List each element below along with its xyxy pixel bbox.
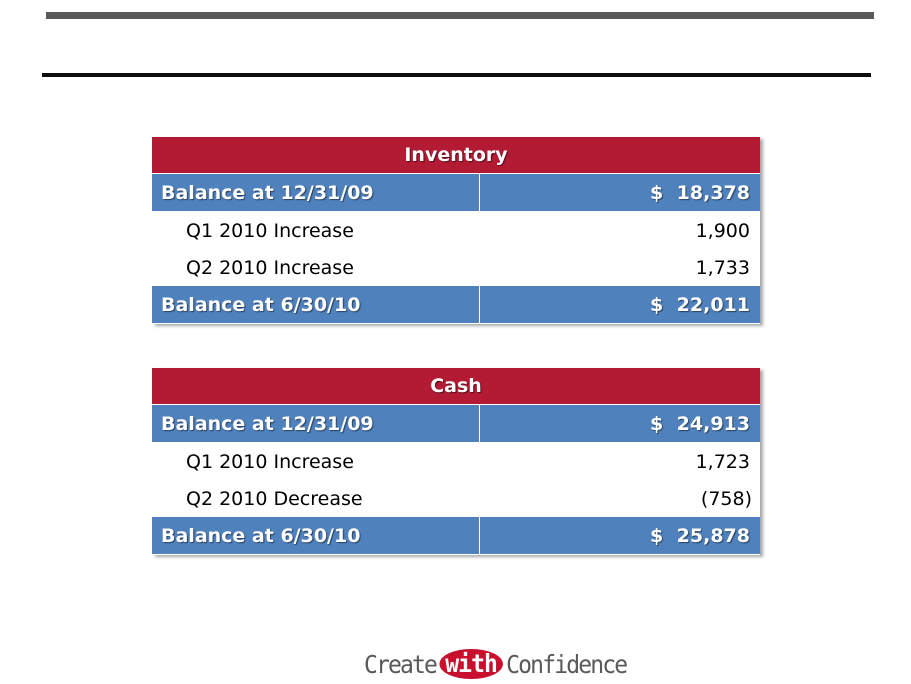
row-value: 1,733 [479, 249, 760, 286]
currency-symbol: $ [650, 412, 664, 435]
row-label: Q2 2010 Decrease [152, 480, 480, 517]
currency-symbol: $ [650, 293, 664, 316]
table-header-row: Cash [152, 368, 760, 405]
row-value: (758) [479, 480, 760, 517]
row-label: Balance at 12/31/09 [152, 173, 480, 212]
row-value: 1,723 [479, 442, 760, 480]
currency-symbol: $ [650, 181, 664, 204]
closing-balance-row: Balance at 6/30/10 $25,878 [152, 517, 760, 555]
row-value: $18,378 [479, 173, 760, 212]
opening-balance-row: Balance at 12/31/09 $18,378 [152, 173, 760, 212]
inventory-table: Inventory Balance at 12/31/09 $18,378 Q1… [152, 137, 760, 324]
row-value: $22,011 [479, 286, 760, 324]
row-label: Balance at 6/30/10 [152, 517, 480, 555]
table-row: Q1 2010 Increase 1,900 [152, 211, 760, 249]
table-title: Cash [152, 368, 760, 405]
closing-balance-row: Balance at 6/30/10 $22,011 [152, 286, 760, 324]
row-label: Q2 2010 Increase [152, 249, 480, 286]
table-title: Inventory [152, 137, 760, 174]
currency-symbol: $ [650, 524, 664, 547]
table-row: Q1 2010 Increase 1,723 [152, 442, 760, 480]
amount: 18,378 [676, 181, 750, 204]
row-label: Q1 2010 Increase [152, 442, 480, 480]
logo-text-create: Create [364, 649, 438, 679]
row-value: $24,913 [479, 404, 760, 443]
amount: 22,011 [676, 293, 750, 316]
row-value: $25,878 [479, 517, 760, 555]
opening-balance-row: Balance at 12/31/09 $24,913 [152, 404, 760, 443]
row-label: Balance at 6/30/10 [152, 286, 480, 324]
amount: 24,913 [676, 412, 750, 435]
table-row: Q2 2010 Increase 1,733 [152, 249, 760, 286]
create-with-confidence-logo: Create with Confidence [364, 644, 628, 684]
table-row: Q2 2010 Decrease (758) [152, 480, 760, 517]
row-label: Balance at 12/31/09 [152, 404, 480, 443]
row-value: 1,900 [479, 211, 760, 249]
logo-text-confidence: Confidence [506, 649, 628, 679]
title-underline-rule [42, 73, 871, 77]
logo-text-with: with [439, 649, 503, 679]
top-rule [46, 12, 874, 19]
cash-table: Cash Balance at 12/31/09 $24,913 Q1 2010… [152, 368, 760, 555]
row-label: Q1 2010 Increase [152, 211, 480, 249]
table-header-row: Inventory [152, 137, 760, 174]
amount: 25,878 [676, 524, 750, 547]
